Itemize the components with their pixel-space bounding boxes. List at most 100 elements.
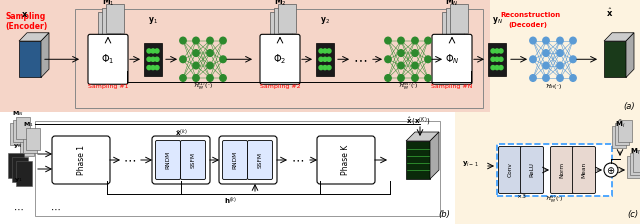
Text: $\bar{\mathbf{x}}^{(k)}$: $\bar{\mathbf{x}}^{(k)}$ [175, 127, 188, 138]
FancyBboxPatch shape [52, 136, 110, 184]
Bar [16, 161, 32, 186]
Circle shape [193, 62, 199, 69]
Bar [35, 121, 440, 216]
Bar [278, 4, 296, 33]
Circle shape [557, 50, 563, 56]
Circle shape [543, 75, 549, 81]
Circle shape [412, 75, 418, 81]
FancyBboxPatch shape [156, 140, 180, 179]
Text: $\mathcal{H}_M^{(N)}(\cdot)$: $\mathcal{H}_M^{(N)}(\cdot)$ [398, 81, 418, 92]
Circle shape [323, 57, 327, 61]
Bar [26, 128, 40, 150]
Polygon shape [604, 33, 634, 41]
Circle shape [207, 75, 213, 81]
Text: $\Phi_N$: $\Phi_N$ [445, 52, 460, 66]
Bar [633, 150, 640, 172]
FancyBboxPatch shape [88, 34, 128, 84]
Circle shape [155, 49, 159, 53]
Text: Sampling #2: Sampling #2 [260, 84, 300, 89]
Circle shape [398, 37, 404, 44]
Text: $\mathbf{y}_{i-1}$: $\mathbf{y}_{i-1}$ [461, 160, 478, 169]
Bar [75, 9, 483, 108]
Bar [316, 43, 334, 76]
Circle shape [155, 65, 159, 70]
Text: Phase 1: Phase 1 [77, 145, 86, 175]
Text: $\mathbf{M}_2$: $\mathbf{M}_2$ [274, 0, 286, 8]
Circle shape [530, 56, 536, 62]
Text: $\mathbf{y}_N$: $\mathbf{y}_N$ [492, 15, 502, 26]
Circle shape [530, 75, 536, 81]
Circle shape [180, 37, 186, 44]
Circle shape [193, 50, 199, 56]
Text: $\bar{\mathbf{M}}_i$: $\bar{\mathbf{M}}_i$ [615, 119, 625, 130]
Text: $\mathbf{h}^{(k)}$: $\mathbf{h}^{(k)}$ [225, 195, 237, 207]
Text: ReLU: ReLU [529, 163, 534, 177]
Circle shape [323, 65, 327, 70]
Circle shape [495, 49, 499, 53]
Circle shape [398, 50, 404, 56]
Circle shape [425, 37, 431, 44]
Polygon shape [626, 33, 634, 78]
Text: $\oplus$: $\oplus$ [606, 164, 616, 175]
Text: Mean: Mean [582, 162, 586, 178]
Circle shape [491, 65, 495, 70]
Bar [270, 13, 288, 42]
Circle shape [151, 65, 155, 70]
Bar [0, 0, 490, 116]
Circle shape [147, 49, 151, 53]
Circle shape [499, 49, 503, 53]
Circle shape [398, 62, 404, 69]
Text: $\Phi_2$: $\Phi_2$ [273, 52, 287, 66]
Text: $\mathcal{H}_M^{(1)}(\cdot)$: $\mathcal{H}_M^{(1)}(\cdot)$ [193, 81, 213, 92]
Circle shape [220, 56, 226, 62]
Text: SSFM: SSFM [257, 152, 262, 168]
Text: $\mathcal{H}_M^{(i)}(\cdot)$: $\mathcal{H}_M^{(i)}(\cdot)$ [545, 193, 563, 205]
Circle shape [543, 37, 549, 44]
Bar [16, 117, 30, 139]
Text: $\mathbf{y}_2$: $\mathbf{y}_2$ [320, 15, 330, 26]
Circle shape [557, 62, 563, 69]
Text: Sampling: Sampling [5, 13, 45, 22]
Text: Sampling #N: Sampling #N [431, 84, 473, 89]
Bar [455, 112, 640, 224]
FancyBboxPatch shape [317, 136, 375, 184]
Text: $\mathbf{M}_i$: $\mathbf{M}_i$ [630, 147, 640, 157]
Text: RNDM: RNDM [232, 151, 237, 169]
Circle shape [499, 65, 503, 70]
Circle shape [220, 37, 226, 44]
Text: Norm: Norm [559, 162, 564, 178]
Circle shape [543, 62, 549, 69]
Bar [615, 123, 629, 145]
Circle shape [207, 50, 213, 56]
Text: $\mathbf{M}_1$: $\mathbf{M}_1$ [22, 120, 33, 129]
Bar [12, 157, 28, 182]
Text: $\Phi_1$: $\Phi_1$ [101, 52, 115, 66]
Circle shape [193, 75, 199, 81]
Circle shape [499, 57, 503, 61]
Text: $\cdots$: $\cdots$ [13, 204, 23, 214]
Circle shape [180, 75, 186, 81]
Text: $\mathbf{M}_N$: $\mathbf{M}_N$ [445, 0, 459, 8]
FancyBboxPatch shape [219, 136, 277, 184]
Polygon shape [19, 33, 49, 41]
Circle shape [147, 57, 151, 61]
Circle shape [193, 37, 199, 44]
Circle shape [543, 50, 549, 56]
Polygon shape [41, 33, 49, 78]
Bar [618, 120, 632, 142]
Text: Phase K: Phase K [342, 145, 351, 175]
Text: Conv: Conv [508, 163, 513, 177]
Bar [106, 4, 124, 33]
Bar [23, 131, 37, 153]
Circle shape [220, 75, 226, 81]
Text: (Decoder): (Decoder) [508, 22, 547, 28]
Text: $\mathbf{M}_1$: $\mathbf{M}_1$ [102, 0, 115, 8]
Bar [102, 8, 120, 37]
Circle shape [570, 37, 576, 44]
Polygon shape [19, 41, 41, 78]
Circle shape [323, 49, 327, 53]
Circle shape [530, 37, 536, 44]
Text: $\mathbf{y}_1$: $\mathbf{y}_1$ [148, 15, 158, 26]
Circle shape [327, 57, 331, 61]
Bar [488, 43, 506, 76]
